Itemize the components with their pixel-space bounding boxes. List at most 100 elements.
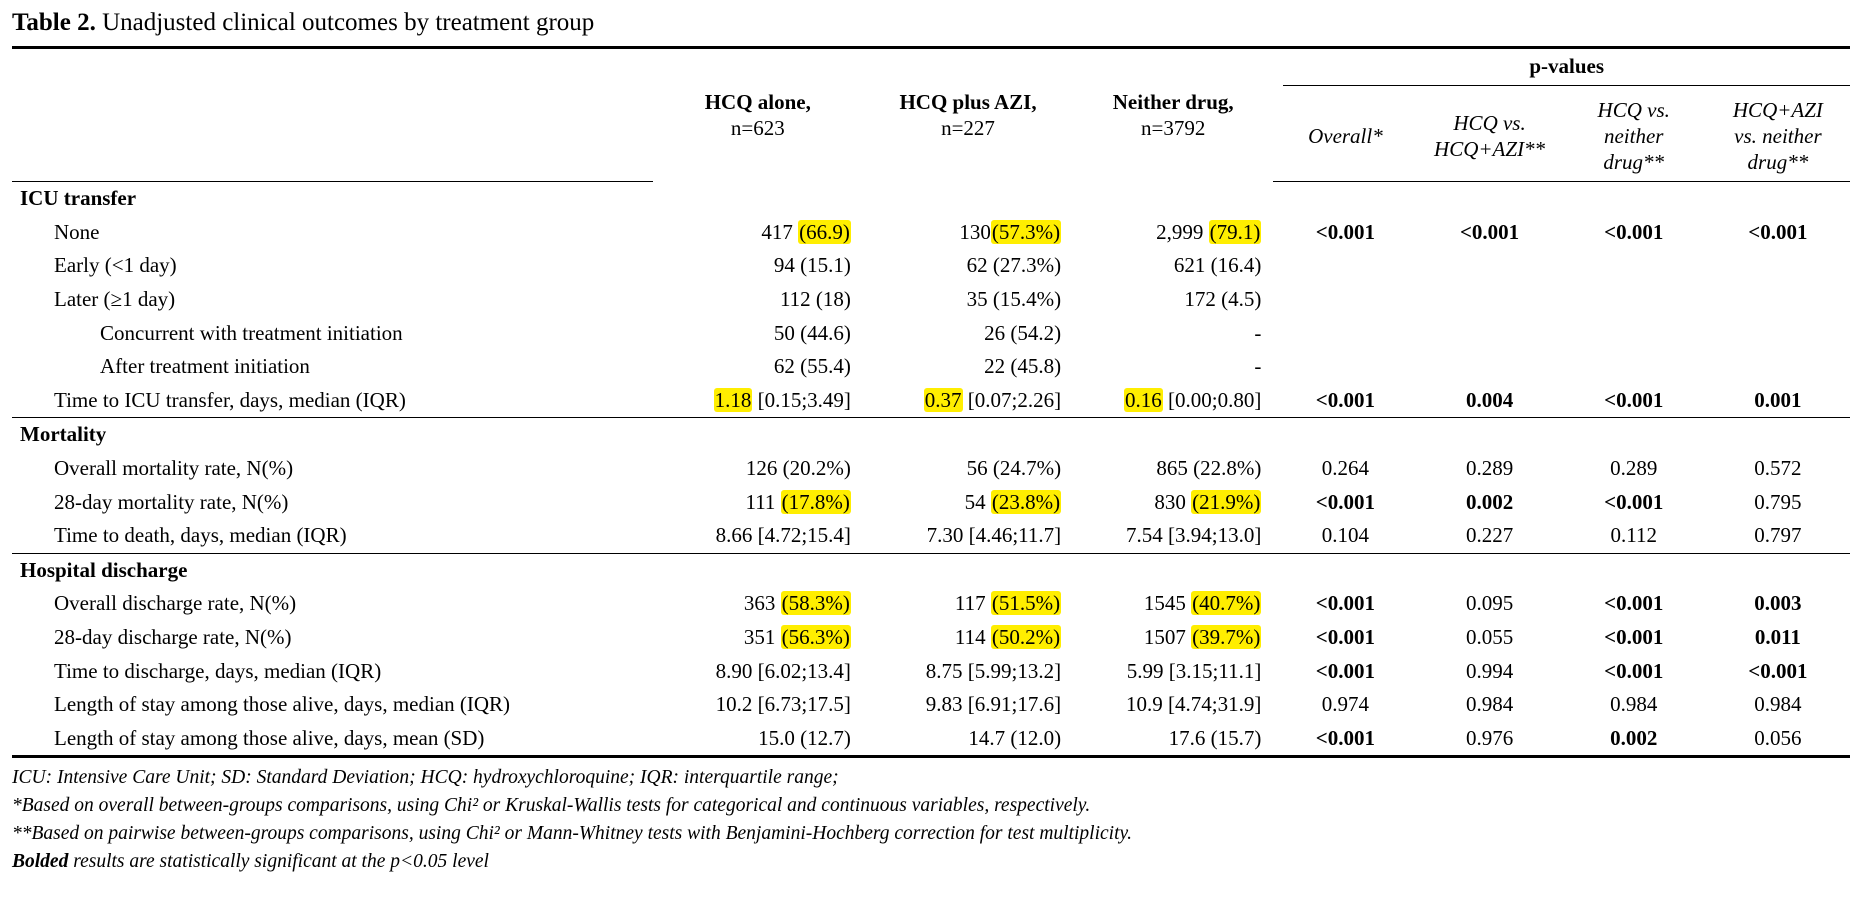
table-row: Time to ICU transfer, days, median (IQR)… [12, 384, 1850, 418]
group-value-cell: 94 (15.1) [653, 249, 863, 283]
group-n: n=623 [730, 116, 785, 141]
group-value-cell: 1507 (39.7%) [1073, 621, 1273, 655]
group-value-cell: 2,999 (79.1) [1073, 216, 1273, 250]
section-row: Hospital discharge [12, 552, 1850, 588]
table-row: Length of stay among those alive, days, … [12, 721, 1850, 759]
group-name: HCQ alone, [704, 90, 811, 115]
pvalue-cell [1706, 283, 1850, 317]
pvalue-cell: 0.104 [1321, 523, 1370, 548]
group-value-cell: 8.75 [5.99;13.2] [863, 654, 1073, 688]
pvalue-cell: 0.001 [1754, 387, 1802, 412]
header-group-neither: Neither drug, n=3792 [1073, 46, 1274, 182]
row-label: Early (<1 day) [54, 253, 177, 278]
pvalue-cell [1417, 249, 1561, 283]
header-label-spacer [12, 91, 653, 182]
group-value-cell: 8.66 [4.72;15.4] [653, 519, 863, 553]
row-label: 28-day discharge rate, N(%) [54, 625, 292, 650]
value-text: 9.83 [6.91;17.6] [925, 692, 1062, 717]
group-value-cell: 22 (45.8) [863, 350, 1073, 384]
pvalue-cell: 0.976 [1417, 721, 1562, 759]
value-text: 1507 [1143, 625, 1192, 650]
row-label: Length of stay among those alive, days, … [12, 721, 653, 759]
group-name: Neither drug, [1112, 90, 1234, 115]
value-text: 130 [959, 219, 991, 244]
table-row: Later (≥1 day) 112 (18) 35 (15.4%) 172 (4.5… [12, 283, 1850, 317]
group-value-cell: 172 (4.5) [1073, 283, 1273, 317]
header-line: Overall* [1308, 124, 1383, 148]
pvalue-cell: <0.001 [1315, 489, 1376, 514]
row-label: Length of stay among those alive, days, … [54, 692, 511, 717]
group-value-cell: 5.99 [3.15;11.1] [1073, 654, 1273, 688]
header-pvalue-hcqazi-vs-neither: HCQ+AZI vs. neither drug** [1705, 91, 1850, 182]
pvalue-cell: 0.264 [1321, 456, 1370, 481]
header-corner [12, 46, 653, 91]
highlighted-value: 0.37 [923, 387, 963, 412]
group-value-cell: 114 (50.2%) [863, 621, 1073, 655]
header-pvalue-overall: Overall* [1273, 91, 1418, 182]
header-line: drug** [1603, 150, 1665, 174]
group-value-cell: 50 (44.6) [653, 316, 863, 350]
group-value-cell: 0.37 [0.07;2.26] [863, 384, 1073, 418]
value-text: 363 [743, 591, 781, 616]
group-value-cell: 621 (16.4) [1073, 249, 1273, 283]
value-text: 8.90 [6.02;13.4] [715, 658, 851, 683]
outcomes-table: HCQ alone, n=623 HCQ plus AZI, n=227 Nei… [12, 46, 1850, 759]
pvalue-cell: <0.001 [1604, 658, 1664, 683]
highlighted-value: (57.3%) [990, 219, 1062, 244]
highlighted-value: (21.9%) [1191, 489, 1262, 514]
group-value-cell: 1545 (40.7%) [1073, 587, 1273, 621]
footnote-bold-legend: Bolded results are statistically signifi… [12, 848, 1853, 876]
value-text: 111 [745, 489, 781, 514]
pvalue-cell: <0.001 [1604, 625, 1664, 650]
group-value-cell: 126 (20.2%) [653, 452, 863, 486]
value-text: 7.30 [4.46;11.7] [926, 523, 1062, 548]
pvalue-cell: 0.002 [1561, 721, 1706, 759]
value-text: 830 [1154, 489, 1192, 514]
table-body: ICU transfer None 417 (66.9) 130(57.3%) 2,99… [12, 182, 1850, 759]
pvalue-cell: <0.001 [1604, 387, 1664, 412]
pvalue-cell: 0.572 [1754, 456, 1802, 481]
table-row: 28-day mortality rate, N(%) 111 (17.8%) 54… [12, 485, 1850, 519]
value-text: 621 (16.4) [1173, 253, 1262, 278]
group-value-cell: 14.7 (12.0) [862, 721, 1074, 759]
pvalue-cell: <0.001 [1315, 219, 1376, 244]
highlighted-value: 0.16 [1124, 387, 1163, 412]
pvalue-cell: <0.001 [1315, 591, 1376, 616]
table-row: Overall mortality rate, N(%) 126 (20.2%) 5… [12, 452, 1850, 486]
table-caption: Table 2. Unadjusted clinical outcomes by… [12, 8, 1853, 38]
pvalue-cell: 0.056 [1705, 721, 1850, 759]
value-text: 50 (44.6) [773, 320, 851, 345]
highlighted-value: (56.3%) [780, 625, 851, 650]
header-pvalue-hcq-vs-neither: HCQ vs. neither drug** [1561, 91, 1706, 182]
group-value-cell: 10.2 [6.73;17.5] [653, 688, 863, 722]
pvalue-cell: <0.001 [1748, 658, 1808, 683]
row-label: Time to death, days, median (IQR) [54, 523, 347, 548]
highlighted-value: (39.7%) [1191, 625, 1262, 650]
pvalue-cell [1706, 350, 1850, 384]
pvalue-cell: 0.797 [1754, 523, 1802, 548]
header-line: vs. neither [1734, 124, 1822, 148]
footnotes: ICU: Intensive Care Unit; SD: Standard D… [12, 764, 1853, 876]
value-text: 94 (15.1) [773, 253, 851, 278]
value-text: 62 (27.3%) [966, 253, 1062, 278]
pvalue-cell: 0.795 [1754, 489, 1802, 514]
group-value-cell: 62 (27.3%) [863, 249, 1073, 283]
table-row: Length of stay among those alive, days, … [12, 688, 1850, 722]
header-group-hcq-alone: HCQ alone, n=623 [652, 46, 863, 182]
pvalue-cell: <0.001 [1315, 387, 1376, 412]
highlighted-value: (40.7%) [1191, 591, 1262, 616]
section-title: Mortality [12, 417, 1850, 452]
group-value-cell: - [1073, 316, 1273, 350]
table-row: Early (<1 day) 94 (15.1) 62 (27.3%) 621 (16… [12, 249, 1850, 283]
group-value-cell: 8.90 [6.02;13.4] [653, 654, 863, 688]
value-text: [0.00;0.80] [1162, 387, 1262, 412]
value-text: 114 [954, 625, 991, 650]
group-value-cell: 17.6 (15.7) [1073, 721, 1274, 759]
row-label: After treatment initiation [100, 354, 310, 379]
row-label: None [54, 219, 100, 244]
pvalue-cell: 0.984 [1465, 692, 1514, 717]
group-value-cell: 830 (21.9%) [1073, 485, 1273, 519]
value-text: 1545 [1143, 591, 1192, 616]
group-value-cell: 62 (55.4) [653, 350, 863, 384]
